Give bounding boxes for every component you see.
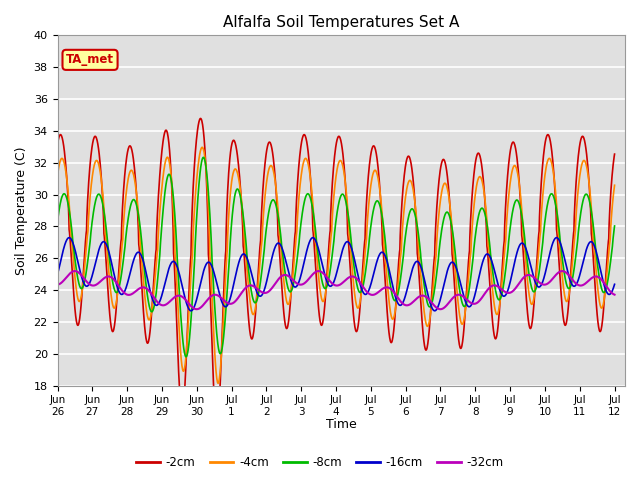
-4cm bbox=[311, 233, 319, 239]
-32cm bbox=[71, 268, 79, 274]
-2cm bbox=[311, 254, 319, 260]
Y-axis label: Soil Temperature (C): Soil Temperature (C) bbox=[15, 146, 28, 275]
-8cm bbox=[611, 223, 618, 229]
-8cm bbox=[200, 155, 207, 160]
-2cm bbox=[54, 141, 61, 147]
-16cm bbox=[351, 258, 359, 264]
-32cm bbox=[429, 301, 436, 307]
-16cm bbox=[611, 281, 618, 287]
Line: -2cm: -2cm bbox=[58, 119, 614, 425]
-4cm bbox=[429, 288, 436, 293]
-2cm bbox=[68, 260, 76, 265]
-4cm bbox=[214, 380, 222, 386]
-2cm bbox=[276, 264, 284, 270]
-32cm bbox=[276, 274, 284, 280]
-4cm bbox=[611, 182, 618, 188]
-32cm bbox=[611, 292, 618, 298]
-8cm bbox=[54, 218, 61, 224]
Title: Alfalfa Soil Temperatures Set A: Alfalfa Soil Temperatures Set A bbox=[223, 15, 460, 30]
Line: -8cm: -8cm bbox=[58, 157, 614, 357]
-8cm bbox=[429, 296, 436, 302]
-16cm bbox=[311, 237, 319, 242]
-32cm bbox=[351, 275, 359, 280]
-8cm bbox=[276, 231, 284, 237]
-4cm bbox=[54, 172, 61, 178]
X-axis label: Time: Time bbox=[326, 419, 356, 432]
-4cm bbox=[198, 144, 206, 150]
-16cm bbox=[401, 297, 408, 302]
-32cm bbox=[193, 306, 200, 312]
-32cm bbox=[54, 282, 61, 288]
-4cm bbox=[351, 293, 359, 299]
Legend: -2cm, -4cm, -8cm, -16cm, -32cm: -2cm, -4cm, -8cm, -16cm, -32cm bbox=[131, 452, 509, 474]
-2cm bbox=[213, 422, 221, 428]
-2cm bbox=[196, 116, 204, 121]
-32cm bbox=[311, 269, 319, 275]
-16cm bbox=[54, 271, 61, 277]
-8cm bbox=[351, 270, 359, 276]
Text: TA_met: TA_met bbox=[66, 53, 114, 66]
-2cm bbox=[401, 173, 408, 179]
-2cm bbox=[611, 151, 618, 157]
Line: -32cm: -32cm bbox=[58, 271, 614, 309]
-16cm bbox=[276, 242, 284, 248]
Line: -4cm: -4cm bbox=[58, 147, 614, 383]
-8cm bbox=[401, 244, 408, 250]
-8cm bbox=[68, 226, 76, 232]
-2cm bbox=[429, 274, 436, 280]
-8cm bbox=[182, 354, 189, 360]
-4cm bbox=[68, 237, 76, 242]
-32cm bbox=[401, 302, 408, 308]
-16cm bbox=[429, 307, 436, 312]
-32cm bbox=[68, 269, 76, 275]
-4cm bbox=[276, 242, 284, 248]
-2cm bbox=[351, 324, 359, 330]
-16cm bbox=[68, 238, 76, 244]
-8cm bbox=[311, 223, 319, 229]
-16cm bbox=[65, 235, 73, 240]
-4cm bbox=[401, 205, 408, 211]
Line: -16cm: -16cm bbox=[58, 238, 614, 311]
-16cm bbox=[187, 308, 195, 314]
